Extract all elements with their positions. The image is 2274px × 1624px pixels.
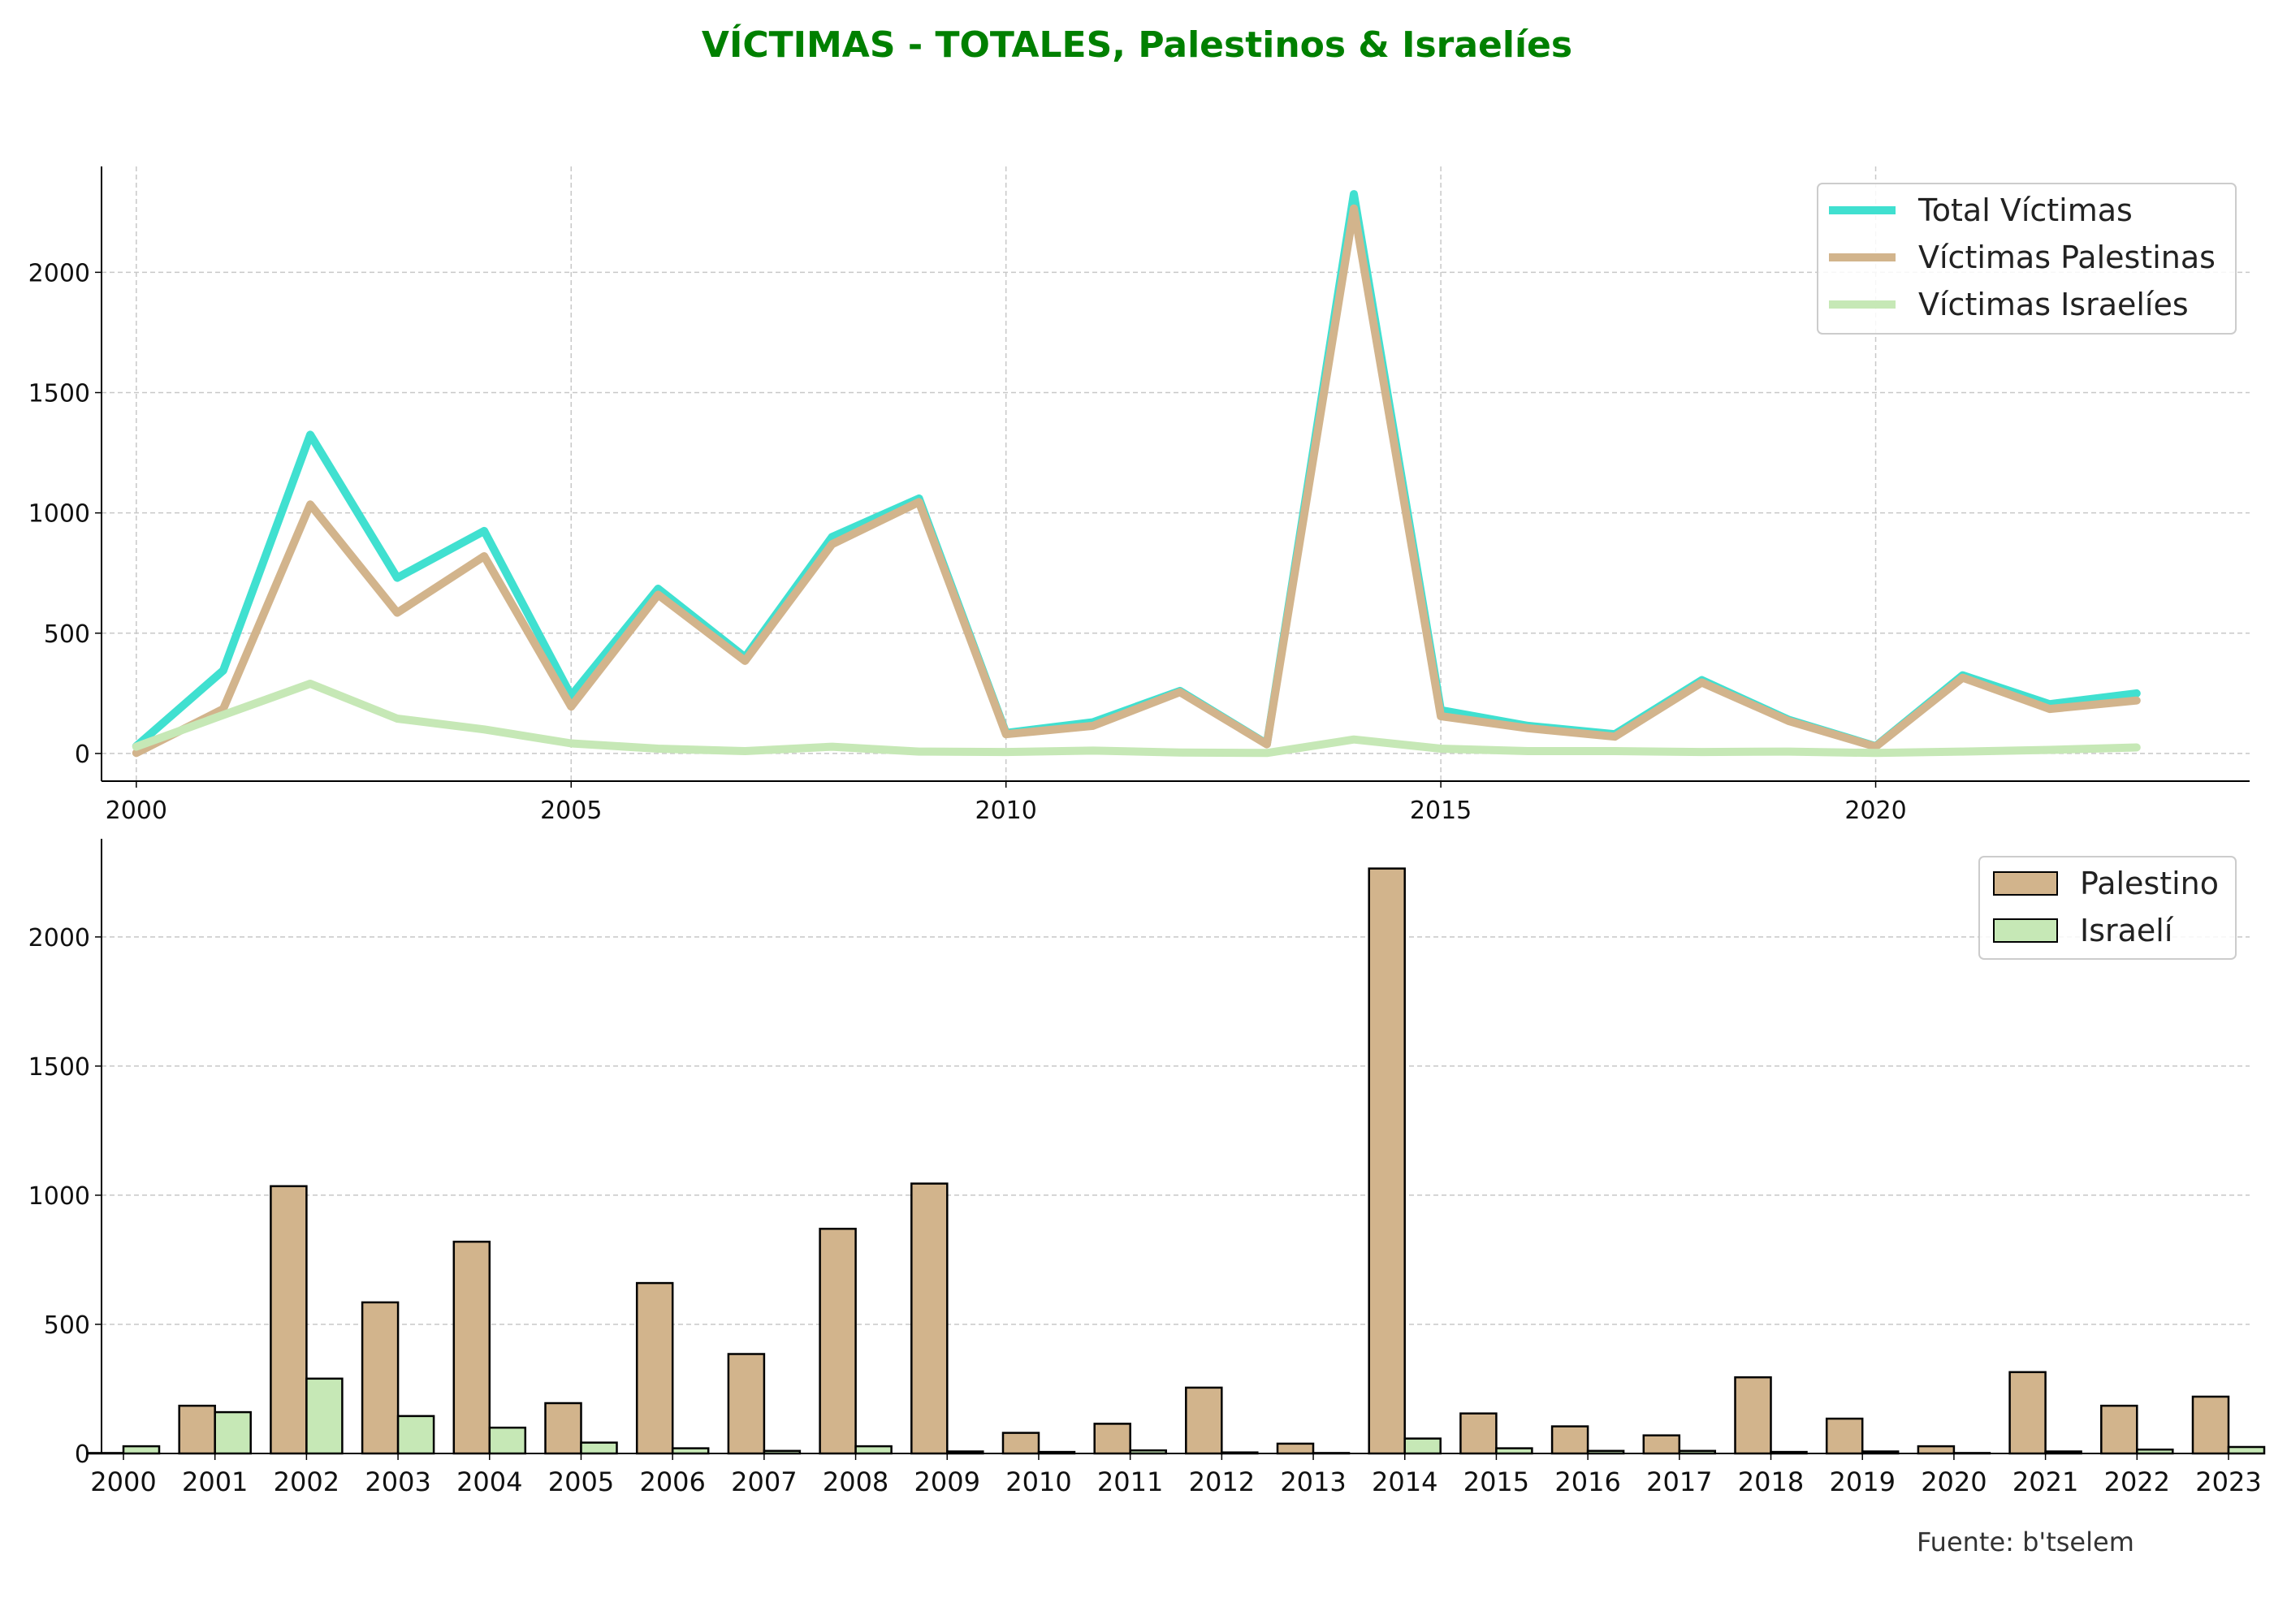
x-tick-label: 2013 bbox=[1280, 1466, 1346, 1497]
x-tick-label: 2000 bbox=[106, 797, 167, 825]
bar-palestino bbox=[1550, 1425, 1589, 1455]
x-tick-label: 2020 bbox=[1921, 1466, 1987, 1497]
bar-palestino bbox=[1825, 1417, 1864, 1455]
y-tick-label: 500 bbox=[44, 620, 90, 649]
series-line-2 bbox=[132, 680, 2141, 758]
bar-palestino bbox=[2100, 1404, 2138, 1455]
x-tick-label: 2000 bbox=[90, 1466, 156, 1497]
x-tick-label: 2012 bbox=[1189, 1466, 1255, 1497]
legend-label: Víctimas Palestinas bbox=[1918, 240, 2216, 275]
y-tick-label: 0 bbox=[75, 741, 90, 769]
legend-label: Víctimas Israelíes bbox=[1918, 287, 2189, 322]
legend-swatch bbox=[1993, 918, 2058, 943]
y-tick-label: 0 bbox=[75, 1440, 90, 1469]
bar-palestino bbox=[819, 1228, 857, 1455]
bar-palestino bbox=[1917, 1445, 1956, 1455]
series-line-1 bbox=[132, 204, 2141, 758]
x-tick-label: 2004 bbox=[456, 1466, 522, 1497]
bar-palestino bbox=[1642, 1434, 1681, 1455]
y-tick-label: 1000 bbox=[28, 1182, 90, 1211]
bar-palestino bbox=[1276, 1442, 1315, 1455]
bar-palestino bbox=[1368, 867, 1406, 1455]
x-tick-label: 2011 bbox=[1097, 1466, 1163, 1497]
x-tick-label: 2020 bbox=[1844, 797, 1906, 825]
bar-palestino bbox=[1459, 1412, 1498, 1455]
y-tick-label: 1500 bbox=[28, 380, 90, 408]
source-note: Fuente: b'tselem bbox=[1917, 1527, 2134, 1557]
x-tick-label: 2018 bbox=[1738, 1466, 1804, 1497]
bar-israeli bbox=[305, 1377, 344, 1455]
x-tick-label: 2015 bbox=[1463, 1466, 1529, 1497]
x-tick-label: 2003 bbox=[365, 1466, 430, 1497]
x-tick-label: 2002 bbox=[274, 1466, 339, 1497]
bar-israeli bbox=[580, 1441, 618, 1455]
bar-palestino bbox=[452, 1240, 491, 1455]
legend-label: Total Víctimas bbox=[1917, 192, 2133, 228]
bar-palestino bbox=[1185, 1386, 1223, 1455]
bar-plot: 0 500 1000 1500 2000 2000 2001 2002 2003 2004 2005… bbox=[28, 839, 2266, 1497]
x-tick-label: 2009 bbox=[914, 1466, 980, 1497]
bar-palestino bbox=[2191, 1395, 2230, 1455]
x-tick-label: 2022 bbox=[2104, 1466, 2170, 1497]
x-tick-label: 2019 bbox=[1829, 1466, 1895, 1497]
y-tick-label: 2000 bbox=[28, 259, 90, 287]
x-tick-label: 2016 bbox=[1554, 1466, 1620, 1497]
bar-palestino bbox=[2008, 1371, 2047, 1455]
y-tick-label: 2000 bbox=[28, 924, 90, 952]
bar-palestino bbox=[270, 1185, 308, 1455]
x-tick-label: 2006 bbox=[639, 1466, 705, 1497]
line-plot: 2000 2005 2010 2015 2020 0 500 1000 1500 2000 Tota… bbox=[28, 166, 2250, 825]
bar-israeli bbox=[2227, 1445, 2266, 1455]
bar-palestino bbox=[1093, 1423, 1131, 1455]
x-tick-label: 2017 bbox=[1646, 1466, 1712, 1497]
bar-israeli bbox=[1403, 1437, 1442, 1455]
bar-palestino bbox=[544, 1402, 582, 1455]
x-tick-label: 2005 bbox=[548, 1466, 614, 1497]
x-tick-label: 2015 bbox=[1410, 797, 1472, 825]
chart-title: VÍCTIMAS - TOTALES, Palestinos & Israelí… bbox=[701, 24, 1573, 66]
bar-palestino bbox=[178, 1404, 216, 1455]
bar-palestino bbox=[635, 1281, 674, 1455]
x-tick-label: 2014 bbox=[1372, 1466, 1437, 1497]
x-tick-label: 2021 bbox=[2012, 1466, 2078, 1497]
bar-palestino bbox=[910, 1182, 949, 1455]
legend-swatch bbox=[1993, 871, 2058, 896]
bar-palestino bbox=[1734, 1376, 1772, 1455]
bar-palestino bbox=[361, 1301, 400, 1455]
legend-box bbox=[1817, 183, 2237, 335]
bar-israeli bbox=[122, 1445, 161, 1455]
bar-israeli bbox=[396, 1415, 435, 1455]
y-tick-label: 1000 bbox=[28, 500, 90, 529]
x-tick-label: 2023 bbox=[2195, 1466, 2261, 1497]
y-tick-label: 1500 bbox=[28, 1053, 90, 1082]
bar-israeli bbox=[854, 1445, 893, 1455]
x-tick-label: 2010 bbox=[975, 797, 1037, 825]
legend-label: Palestino bbox=[2080, 866, 2219, 901]
bar-israeli bbox=[214, 1410, 252, 1455]
bar-palestino bbox=[1001, 1432, 1040, 1455]
legend-label: Israelí bbox=[2080, 913, 2174, 948]
y-tick-label: 500 bbox=[44, 1311, 90, 1340]
bar-palestino bbox=[727, 1353, 766, 1455]
x-tick-label: 2005 bbox=[540, 797, 602, 825]
x-tick-label: 2010 bbox=[1005, 1466, 1071, 1497]
x-tick-label: 2007 bbox=[731, 1466, 797, 1497]
x-tick-label: 2008 bbox=[823, 1466, 888, 1497]
bar-israeli bbox=[488, 1426, 527, 1455]
x-tick-label: 2001 bbox=[182, 1466, 248, 1497]
